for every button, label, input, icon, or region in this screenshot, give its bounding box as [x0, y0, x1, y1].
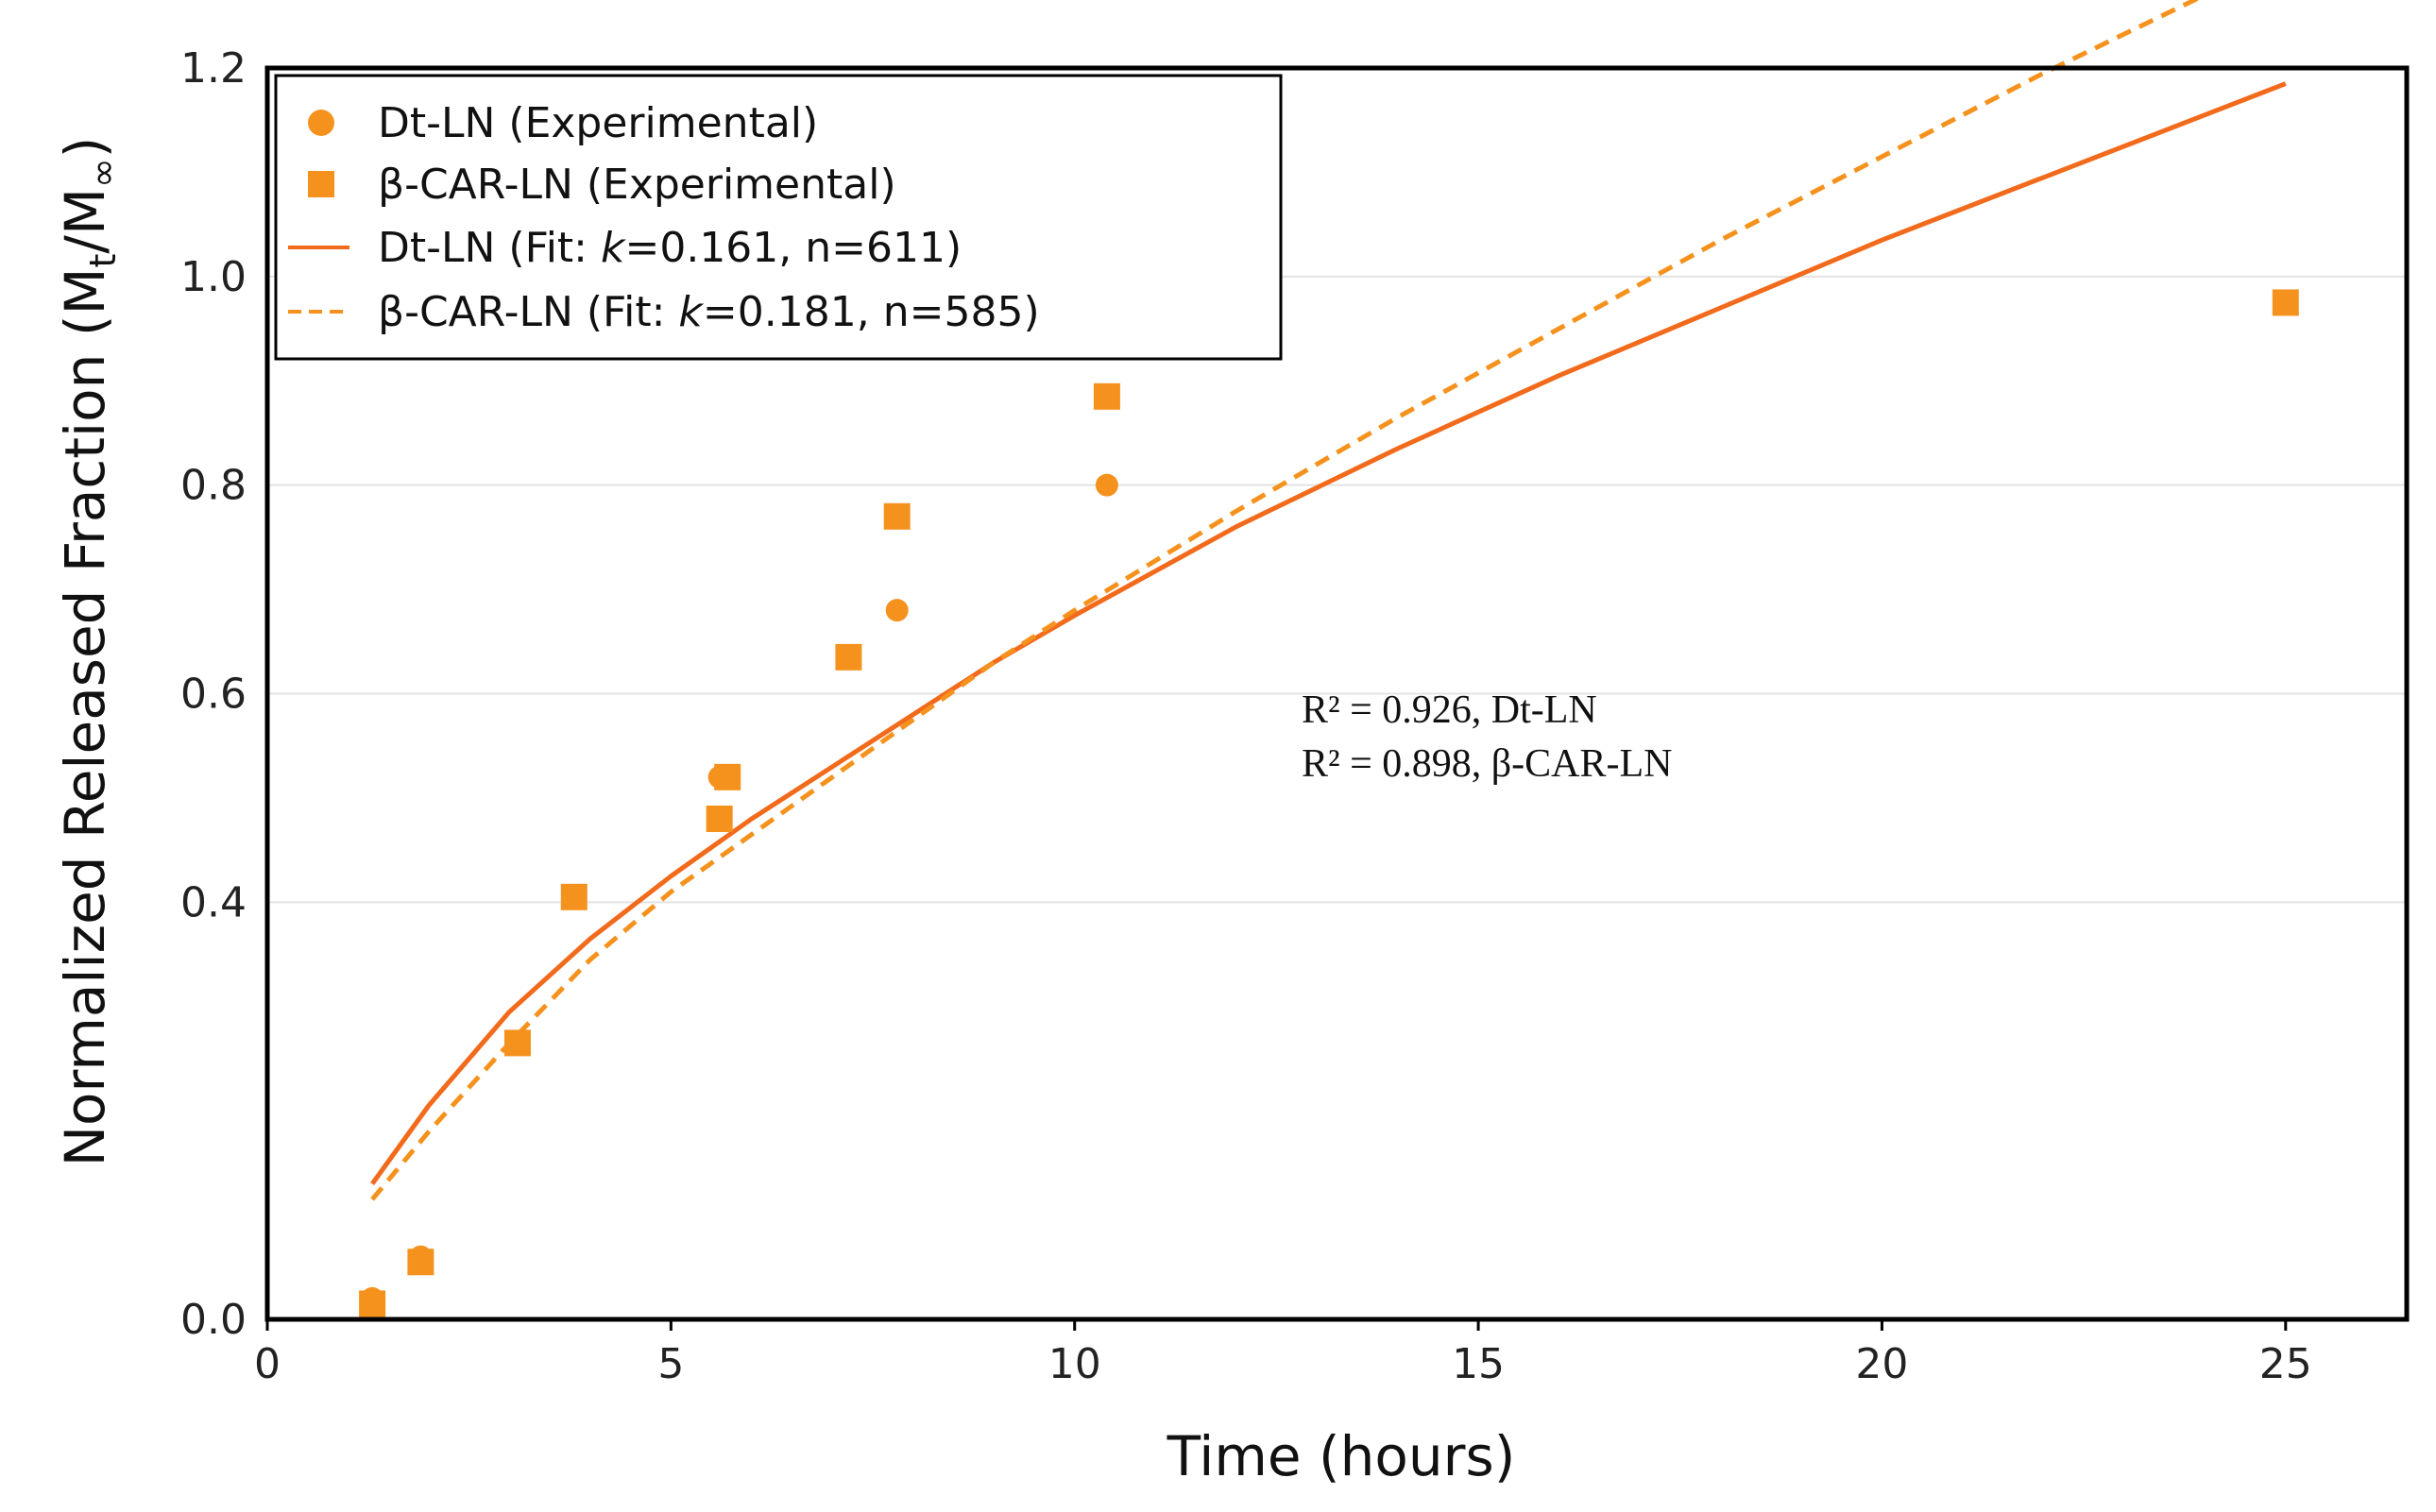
y-tick-label: 0.4	[180, 878, 247, 926]
data-point-square	[1093, 382, 1120, 410]
y-axis-title: Normalized Released Fraction (Mt/M∞)	[53, 137, 124, 1167]
x-tick-label: 15	[1452, 1340, 1505, 1388]
legend-box	[274, 74, 1283, 361]
y-axis: 0.0 0.4 0.6 0.8 1.0 1.2	[180, 44, 247, 1344]
legend-marker-bcar-ln-experimental	[308, 171, 334, 197]
x-tick-label: 20	[1855, 1340, 1908, 1388]
data-point-square	[883, 502, 911, 530]
annotation-r2-dt-ln: R² = 0.926, Dt-LN	[1302, 688, 1597, 732]
y-axis-title-sub-inf: ∞	[82, 158, 124, 188]
y-axis-title-sub-t: t	[82, 254, 124, 268]
annotation-r2-bcar-ln: R² = 0.898, β-CAR-LN	[1302, 742, 1672, 786]
legend-label-bcar-ln-fit-prefix: β-CAR-LN (Fit:	[378, 288, 678, 336]
data-point-square	[560, 883, 588, 910]
data-point-square	[835, 643, 862, 671]
x-tick-label: 5	[657, 1340, 684, 1388]
legend-label-dt-ln-experimental: Dt-LN (Experimental)	[378, 99, 818, 147]
x-tick-label: 10	[1048, 1340, 1101, 1388]
legend-label-bcar-ln-fit-suffix: =0.181, n=585)	[703, 288, 1040, 336]
legend-label-dt-ln-fit-prefix: Dt-LN (Fit:	[378, 224, 601, 272]
data-point-circle	[1095, 473, 1118, 497]
legend-label-bcar-ln-fit-k: k	[678, 288, 704, 336]
x-axis: 0 5 10 15 20 25	[254, 1319, 2312, 1388]
data-point-square	[2272, 289, 2299, 316]
y-tick-label: 1.2	[180, 44, 247, 93]
y-tick-label: 0.6	[180, 671, 247, 719]
y-axis-title-mid: /M	[53, 188, 117, 254]
legend-label-bcar-ln-fit: β-CAR-LN (Fit: k=0.181, n=585)	[378, 288, 1040, 336]
legend-label-bcar-ln-experimental: β-CAR-LN (Experimental)	[378, 161, 896, 209]
y-tick-label: 0.0	[180, 1296, 247, 1344]
y-tick-label: 1.0	[180, 253, 247, 301]
legend: Dt-LN (Experimental) β-CAR-LN (Experimen…	[274, 74, 1283, 361]
data-point-square	[714, 763, 741, 790]
x-tick-label: 25	[2259, 1340, 2312, 1388]
legend-label-dt-ln-fit: Dt-LN (Fit: k=0.161, n=611)	[378, 224, 962, 272]
data-point-square	[706, 806, 733, 832]
series-layer	[359, 0, 2299, 1317]
y-axis-title-suffix: )	[53, 137, 117, 159]
y-axis-title-prefix: Normalized Released Fraction (M	[53, 267, 117, 1166]
series-line-3	[370, 0, 2201, 1201]
data-point-square	[503, 1029, 531, 1057]
legend-label-dt-ln-fit-suffix: =0.161, n=611)	[624, 224, 962, 272]
data-point-square	[407, 1249, 434, 1276]
data-point-circle	[885, 599, 909, 622]
legend-marker-dt-ln-experimental	[308, 110, 334, 136]
plot-frame	[264, 65, 2410, 1322]
legend-label-dt-ln-fit-k: k	[601, 224, 626, 272]
x-axis-title: Time (hours)	[1167, 1424, 1516, 1488]
data-point-square	[359, 1290, 386, 1317]
x-tick-label: 0	[254, 1340, 281, 1388]
y-tick-label: 0.8	[180, 462, 247, 510]
